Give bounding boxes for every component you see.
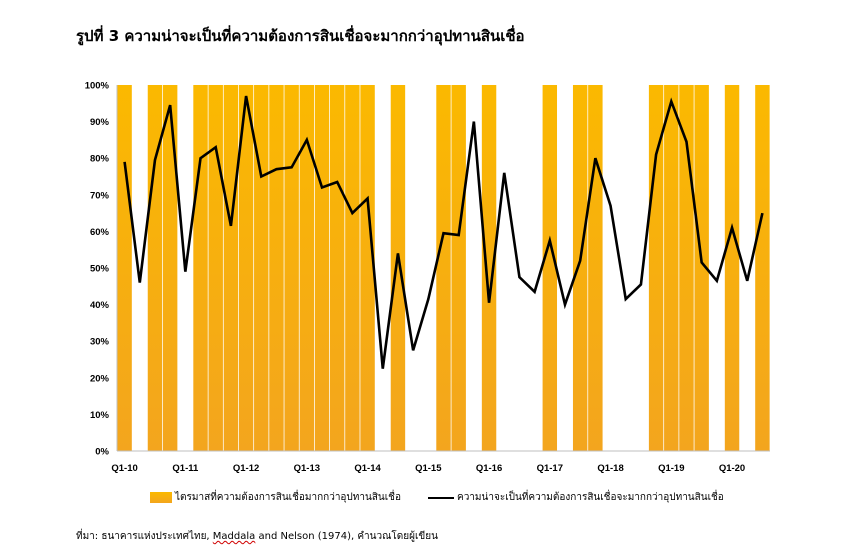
source-note: ที่มา: ธนาคารแห่งประเทศไทย, Maddala and … bbox=[76, 529, 438, 544]
x-tick-label-1: Q1-11 bbox=[172, 463, 199, 474]
bar-42 bbox=[755, 85, 770, 451]
bar-21 bbox=[436, 85, 451, 451]
source-prefix: ที่มา: ธนาคารแห่งประเทศไทย, bbox=[76, 531, 213, 542]
bar-24 bbox=[481, 85, 497, 451]
bar-2 bbox=[147, 85, 163, 451]
x-tick-label-0: Q1-10 bbox=[111, 463, 137, 474]
bar-40 bbox=[724, 85, 740, 451]
bar-11 bbox=[284, 85, 299, 451]
bar-6 bbox=[208, 85, 223, 451]
x-tick-label-10: Q1-20 bbox=[719, 463, 745, 474]
y-tick-label-7: 70% bbox=[90, 190, 110, 201]
bar-8 bbox=[238, 85, 254, 451]
y-tick-label-9: 90% bbox=[90, 117, 110, 128]
bar-10 bbox=[269, 85, 284, 451]
bar-5 bbox=[193, 85, 208, 451]
y-tick-label-2: 20% bbox=[90, 373, 110, 384]
bar-3 bbox=[162, 85, 178, 451]
y-tick-label-0: 0% bbox=[95, 447, 109, 458]
x-tick-label-4: Q1-14 bbox=[354, 463, 381, 474]
x-tick-label-6: Q1-16 bbox=[476, 463, 502, 474]
bar-31 bbox=[588, 85, 603, 451]
bar-15 bbox=[345, 85, 360, 451]
legend-line-label: ความน่าจะเป็นที่ความต้องการสินเชื่อจะมาก… bbox=[457, 492, 724, 503]
bar-22 bbox=[451, 85, 466, 451]
y-tick-label-1: 10% bbox=[90, 410, 110, 421]
y-tick-label-3: 30% bbox=[90, 337, 110, 348]
y-tick-label-8: 80% bbox=[90, 154, 110, 165]
x-tick-label-3: Q1-13 bbox=[294, 463, 320, 474]
bar-13 bbox=[314, 85, 330, 451]
y-tick-label-5: 50% bbox=[90, 264, 110, 275]
bar-30 bbox=[572, 85, 588, 451]
bar-14 bbox=[329, 85, 345, 451]
chart-title: รูปที่ 3 ความน่าจะเป็นที่ความต้องการสินเ… bbox=[76, 27, 525, 45]
bar-7 bbox=[223, 85, 239, 451]
y-tick-label-6: 60% bbox=[90, 227, 110, 238]
legend-bar-label: ไตรมาสที่ความต้องการสินเชื่อมากกว่าอุปทา… bbox=[175, 492, 401, 503]
source-underlined: Maddala bbox=[212, 531, 256, 542]
bar-16 bbox=[360, 85, 375, 451]
bar-38 bbox=[694, 85, 709, 451]
x-tick-label-5: Q1-15 bbox=[415, 463, 442, 474]
bar-9 bbox=[254, 85, 269, 451]
bar-36 bbox=[664, 85, 679, 451]
y-tick-label-4: 40% bbox=[90, 300, 110, 311]
x-tick-label-2: Q1-12 bbox=[233, 463, 259, 474]
bar-18 bbox=[390, 85, 406, 451]
legend-line: ความน่าจะเป็นที่ความต้องการสินเชื่อจะมาก… bbox=[428, 490, 724, 505]
bar-12 bbox=[299, 85, 315, 451]
legend-line-swatch bbox=[428, 496, 454, 499]
legend-bar-swatch bbox=[150, 492, 172, 503]
bar-0 bbox=[117, 85, 132, 451]
y-tick-label-10: 100% bbox=[85, 81, 110, 92]
x-tick-label-7: Q1-17 bbox=[537, 463, 563, 474]
legend-bars: ไตรมาสที่ความต้องการสินเชื่อมากกว่าอุปทา… bbox=[150, 490, 401, 505]
x-tick-label-9: Q1-19 bbox=[658, 463, 684, 474]
bar-28 bbox=[542, 85, 558, 451]
x-tick-label-8: Q1-18 bbox=[597, 463, 623, 474]
source-suffix: and Nelson (1974), คำนวณโดยผู้เขียน bbox=[255, 531, 438, 542]
